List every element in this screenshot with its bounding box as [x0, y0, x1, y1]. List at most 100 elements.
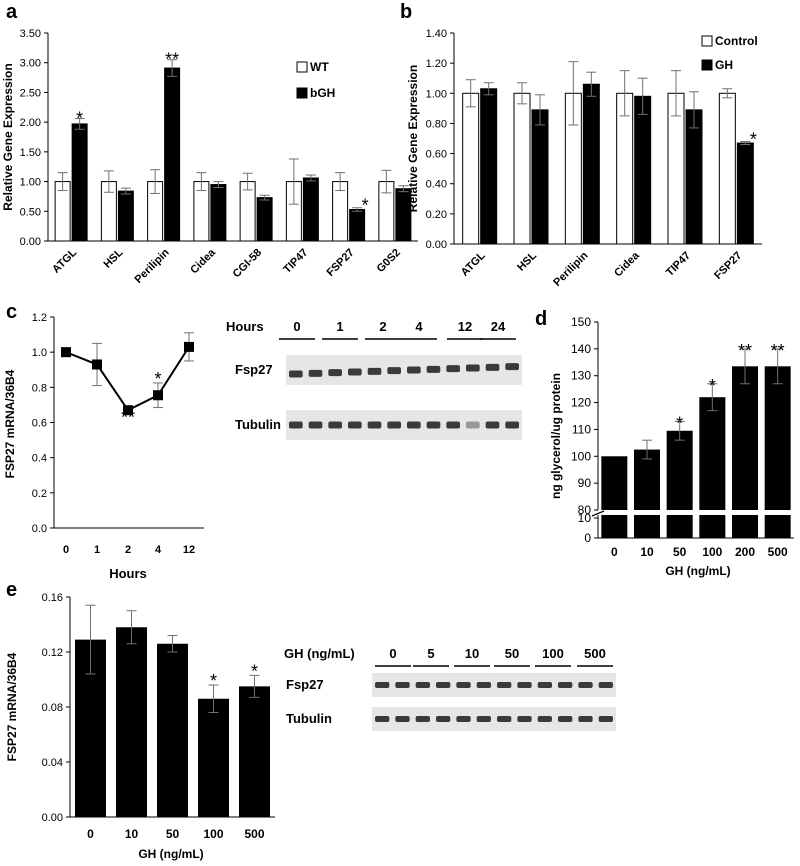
panel-c-blot-band	[485, 363, 500, 371]
panel-e-blot-band	[558, 716, 573, 722]
panel-e-blot-lane-label: 10	[465, 646, 479, 661]
e-x-tick-label: 50	[166, 827, 180, 841]
panel-letter-d: d	[535, 308, 547, 330]
panel-c-blot-band	[387, 367, 401, 375]
panel-e-blot-band	[476, 682, 491, 688]
b-legend-swatch	[701, 35, 713, 47]
a-x-tick-label: Cidea	[188, 246, 218, 276]
c-x-tick-label: 0	[63, 544, 69, 556]
a-bar-bgh	[164, 67, 181, 242]
a-x-tick-label: Perilipin	[133, 246, 172, 285]
panel-e-blot-band	[476, 716, 491, 722]
b-x-tick-label: FSP27	[712, 250, 744, 282]
d-bar-upper	[634, 449, 660, 510]
panel-e-blot-band	[436, 716, 451, 722]
c-data-point	[123, 405, 133, 416]
panel-e-blot-band	[537, 716, 552, 722]
panel-c-blot-band	[446, 365, 460, 373]
e-y-tick-label: 0.00	[42, 812, 63, 824]
e-significance-marker: *	[251, 661, 258, 681]
a-significance-marker: *	[362, 196, 369, 216]
d-significance-marker: *	[709, 376, 716, 396]
a-significance-marker: **	[165, 50, 179, 70]
e-bar	[239, 686, 270, 817]
a-bar-bgh	[256, 197, 273, 242]
a-x-tick-label: FSP27	[324, 247, 356, 279]
panel-letter-c: c	[6, 301, 17, 323]
b-bar-gh	[582, 83, 600, 245]
b-y-tick-label: 0.60	[426, 149, 447, 161]
c-y-tick-label: 1.2	[32, 312, 47, 324]
b-y-tick-label: 0.00	[426, 239, 447, 251]
panel-e-western-blot: GH (ng/mL) 0 5 10 50 100 500 Fsp27 Tubulin	[284, 646, 616, 731]
b-x-tick-label: Perilipin	[551, 249, 590, 288]
panel-c-blot-band	[289, 370, 303, 378]
a-y-tick-label: 1.50	[20, 147, 41, 159]
panel-c-blot-band	[426, 421, 441, 429]
c-x-tick-label: 1	[94, 544, 100, 556]
e-significance-marker: *	[210, 671, 217, 691]
panel-c-blot-band	[485, 421, 500, 429]
b-y-axis-label: Relative Gene Expression	[406, 65, 420, 212]
panel-e-blot-membrane	[372, 673, 616, 697]
panel-e-blot-header: GH (ng/mL)	[284, 646, 355, 661]
panel-e-blot-row-label: Fsp27	[286, 677, 324, 692]
b-bar-gh	[531, 109, 549, 245]
a-x-tick-label: ATGL	[50, 246, 79, 275]
e-bar	[116, 627, 147, 817]
panel-e-blot-band	[375, 682, 390, 688]
panel-c-blot-band	[466, 421, 480, 429]
panel-letter-e: e	[6, 579, 17, 601]
panel-a-chart: 0.00 0.50 1.00 1.50 2.00 2.50 3.00 3.50 * ATGL HSL…	[1, 28, 418, 286]
d-bar-lower	[699, 515, 726, 538]
panel-c-blot-lane-label: 2	[379, 319, 386, 334]
panel-c-blot-band	[426, 365, 441, 373]
a-y-tick-label: 2.50	[20, 87, 41, 99]
panel-c-blot-membrane	[286, 410, 522, 440]
b-y-tick-label: 0.80	[426, 118, 447, 130]
panel-c-blot-band	[348, 368, 362, 376]
c-significance-marker: *	[154, 369, 161, 389]
a-legend-swatch	[296, 61, 308, 73]
panel-e-blot-band	[517, 682, 532, 688]
c-x-axis-label: Hours	[109, 566, 147, 581]
d-x-tick-label: 50	[673, 545, 687, 559]
panel-c-blot-lane-label: 24	[491, 319, 506, 334]
a-y-tick-label: 0.00	[20, 236, 41, 248]
d-significance-marker: *	[676, 413, 683, 433]
c-y-tick-label: 0.6	[32, 418, 47, 430]
d-x-tick-label: 200	[735, 545, 755, 559]
b-y-tick-label: 1.20	[426, 58, 447, 70]
d-significance-marker: **	[738, 341, 752, 361]
panel-b-chart: 0.00 0.20 0.40 0.60 0.80 1.00 1.20 1.40 ATGL HSL P…	[406, 28, 762, 289]
c-x-tick-label: 12	[183, 544, 195, 556]
panel-c-blot-band	[328, 421, 342, 429]
b-legend-swatch	[701, 59, 713, 71]
a-x-tick-label: TIP47	[281, 247, 310, 276]
c-significance-marker: **	[121, 408, 135, 428]
d-x-tick-label: 10	[640, 545, 654, 559]
panel-e-blot-band	[415, 682, 430, 688]
panel-c-blot-band	[407, 366, 421, 374]
d-y-tick-label: 130	[571, 369, 591, 383]
a-bar-bgh	[117, 190, 134, 242]
b-bar-gh	[634, 95, 652, 245]
c-y-tick-label: 0.2	[32, 488, 47, 500]
panel-c-blot-band	[446, 421, 460, 429]
d-y-tick-label: 100	[571, 449, 591, 463]
a-significance-marker: *	[76, 109, 83, 129]
panel-c-blot-band	[289, 421, 303, 429]
c-y-tick-label: 0.8	[32, 382, 47, 394]
e-x-axis-label: GH (ng/mL)	[138, 847, 203, 861]
panel-e-blot-band	[375, 716, 390, 722]
b-legend-label: GH	[715, 58, 733, 72]
d-y-tick-label: 140	[571, 342, 591, 356]
b-legend-label: Control	[715, 34, 758, 48]
c-x-tick-label: 2	[125, 544, 131, 556]
e-x-tick-label: 100	[203, 827, 223, 841]
c-data-point	[153, 390, 163, 401]
a-y-tick-label: 2.00	[20, 117, 41, 129]
d-y-tick-label: 90	[578, 476, 592, 490]
